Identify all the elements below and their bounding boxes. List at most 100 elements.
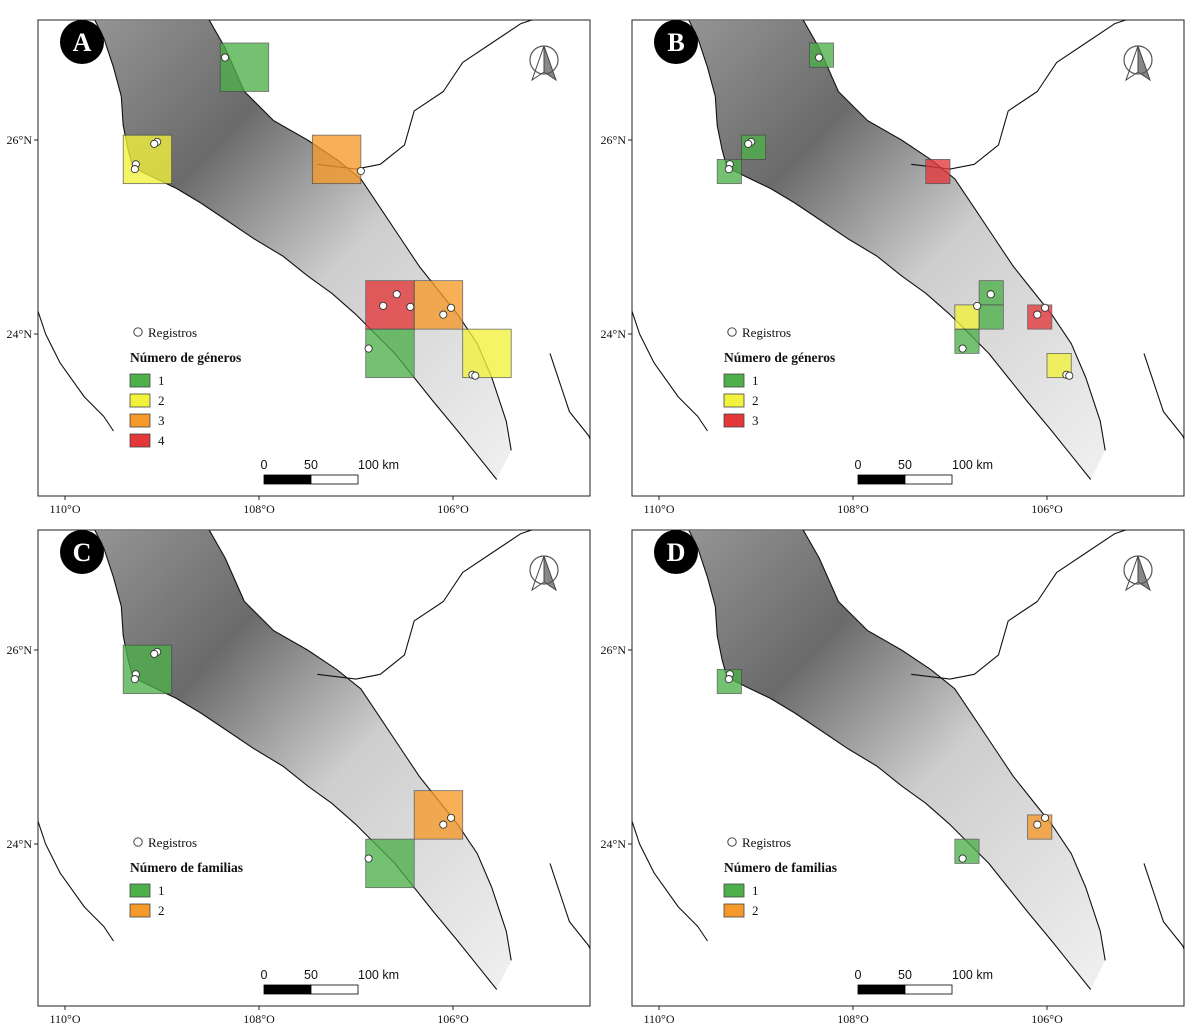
grid-cell	[462, 328, 512, 379]
record-point	[471, 371, 480, 380]
legend-swatch	[723, 883, 745, 898]
map-panel-d: D 26°N 24°N 110°O 108°O 106°O Registros Número …	[601, 529, 1185, 1026]
record-point	[447, 303, 456, 312]
legend-record-label: Registros	[742, 325, 791, 340]
lon-tick-label: 108°O	[243, 502, 275, 516]
legend-swatch	[129, 883, 151, 898]
lat-tick-label: 24°N	[7, 327, 33, 341]
grid-cell	[219, 42, 270, 92]
lat-tick-label: 26°N	[7, 643, 33, 657]
lat-tick-label: 24°N	[601, 837, 627, 851]
lat-tick-label: 26°N	[601, 133, 627, 147]
state-boundary	[208, 530, 512, 961]
legend-item-label: 1	[752, 373, 759, 388]
lon-tick-label: 106°O	[437, 1012, 469, 1026]
grid-cell	[365, 838, 415, 889]
baja-coastline	[632, 309, 708, 432]
lon-tick-label: 106°O	[1031, 1012, 1063, 1026]
legend-swatch	[129, 393, 151, 408]
legend-swatch	[723, 393, 745, 408]
lon-tick-label: 108°O	[837, 1012, 869, 1026]
legend-title: Número de familias	[130, 860, 243, 875]
record-point	[364, 854, 373, 863]
lat-tick-label: 24°N	[7, 837, 33, 851]
scale-bar-segment	[310, 984, 359, 995]
scale-bar-label: 50	[898, 968, 912, 982]
panel-label: A	[73, 28, 92, 57]
state-boundary-north	[911, 20, 1128, 170]
elevation-relief	[688, 20, 1106, 480]
legend-item-label: 4	[158, 433, 165, 448]
grid-cell	[978, 304, 1004, 330]
grid-cell	[925, 158, 951, 185]
lon-tick-label: 108°O	[837, 502, 869, 516]
legend-title: Número de géneros	[130, 350, 241, 365]
legend-item-label: 2	[158, 393, 165, 408]
baja-coastline	[38, 309, 114, 432]
legend-swatch	[723, 413, 745, 428]
record-point	[1041, 813, 1050, 822]
state-boundary-north	[317, 530, 534, 680]
scale-bar-segment	[904, 984, 953, 995]
grid-cell	[365, 328, 415, 379]
scale-bar-label: 0	[261, 458, 268, 472]
record-point	[379, 301, 388, 310]
lat-tick-label: 26°N	[7, 133, 33, 147]
lat-tick-label: 24°N	[601, 327, 627, 341]
state-boundary	[802, 530, 1106, 961]
grid-cell	[413, 280, 464, 330]
scale-bar-segment	[263, 984, 312, 995]
legend-swatch	[129, 373, 151, 388]
legend-swatch	[129, 433, 151, 448]
record-point	[364, 344, 373, 353]
legend-record-icon	[133, 327, 143, 337]
coastline	[688, 530, 1092, 990]
legend-item-label: 3	[158, 413, 165, 428]
record-point	[220, 53, 230, 62]
panel-label: D	[667, 538, 686, 567]
legend-record-icon	[727, 327, 737, 337]
scale-bar-label: 100 km	[358, 458, 399, 472]
record-point	[814, 53, 824, 62]
record-point	[958, 854, 967, 863]
state-boundary-south	[1143, 863, 1184, 951]
map-panel-c: C 26°N 24°N 110°O 108°O 106°O Registros Número …	[7, 529, 591, 1026]
panel-label: C	[73, 538, 92, 567]
scale-bar-label: 50	[898, 458, 912, 472]
legend-item-label: 1	[158, 373, 165, 388]
record-point	[406, 302, 415, 311]
record-point	[439, 820, 448, 829]
legend-item-label: 1	[752, 883, 759, 898]
panel-label-badge	[654, 530, 698, 574]
scale-bar-label: 50	[304, 968, 318, 982]
record-point	[439, 310, 448, 319]
panel-label-badge	[654, 20, 698, 64]
legend-record-label: Registros	[148, 835, 197, 850]
grid-cell	[311, 134, 362, 185]
record-point	[958, 344, 967, 353]
lon-tick-label: 108°O	[243, 1012, 275, 1026]
record-point	[1033, 820, 1042, 829]
legend-item-label: 3	[752, 413, 759, 428]
map-panel-b: B 26°N 24°N 110°O 108°O 106°O Registros Número …	[601, 19, 1185, 516]
legend-record-icon	[727, 837, 737, 847]
grid-cell	[122, 134, 173, 185]
map-panel-a: A 26°N 24°N 110°O 108°O 106°O Registros Número …	[7, 19, 591, 516]
grid-cell	[413, 790, 464, 840]
lon-tick-label: 110°O	[643, 1012, 674, 1026]
lon-tick-label: 110°O	[643, 502, 674, 516]
scale-bar-label: 100 km	[952, 458, 993, 472]
legend-title: Número de familias	[724, 860, 837, 875]
grid-cell	[122, 644, 173, 695]
coastline	[688, 20, 1092, 480]
grid-cell	[954, 838, 980, 864]
record-point	[130, 675, 139, 684]
record-point	[724, 165, 733, 174]
record-point	[1041, 303, 1050, 312]
baja-coastline	[632, 819, 708, 942]
record-point	[724, 675, 733, 684]
record-point	[1033, 310, 1042, 319]
legend-swatch	[723, 903, 745, 918]
legend-item-label: 1	[158, 883, 165, 898]
